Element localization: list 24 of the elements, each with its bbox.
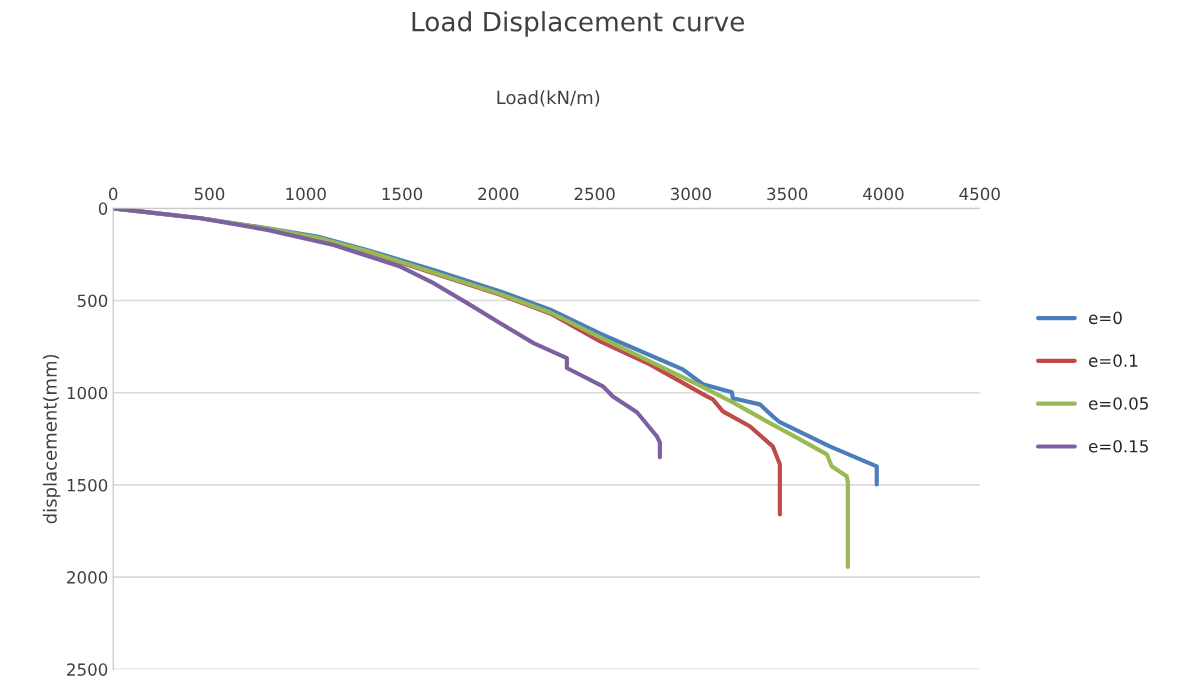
x-axis-title: Load(kN/m) [497,90,600,107]
legend-label: e=0.05 [1089,397,1148,410]
y-tick-label: 1000 [67,386,108,400]
line-series [113,208,662,460]
x-tick-label: 2500 [574,187,615,201]
x-tick-label: 1000 [286,187,326,201]
x-tick-label: 3000 [670,187,711,201]
x-tick-label: 0 [108,187,118,201]
x-tick-label: 3500 [767,187,808,201]
y-axis-title: displacement(mm) [42,354,61,524]
chart-title: Load Displacement curve [412,11,745,37]
legend-label: e=0.15 [1089,439,1148,453]
x-tick-label: 4000 [863,187,904,201]
y-tick-label: 2000 [67,571,108,584]
x-tick-label: 4500 [959,187,1000,201]
x-tick-label: 500 [194,187,225,201]
x-tick-label: 2000 [478,187,519,201]
y-tick-label: 0 [98,202,108,215]
y-tick-label: 2500 [67,663,108,676]
legend-label: e=0 [1089,311,1122,325]
y-tick-label: 1500 [67,478,108,492]
y-tick-label: 500 [77,294,108,308]
legend-label: e=0.1 [1089,354,1138,367]
x-tick-label: 1500 [382,187,423,201]
